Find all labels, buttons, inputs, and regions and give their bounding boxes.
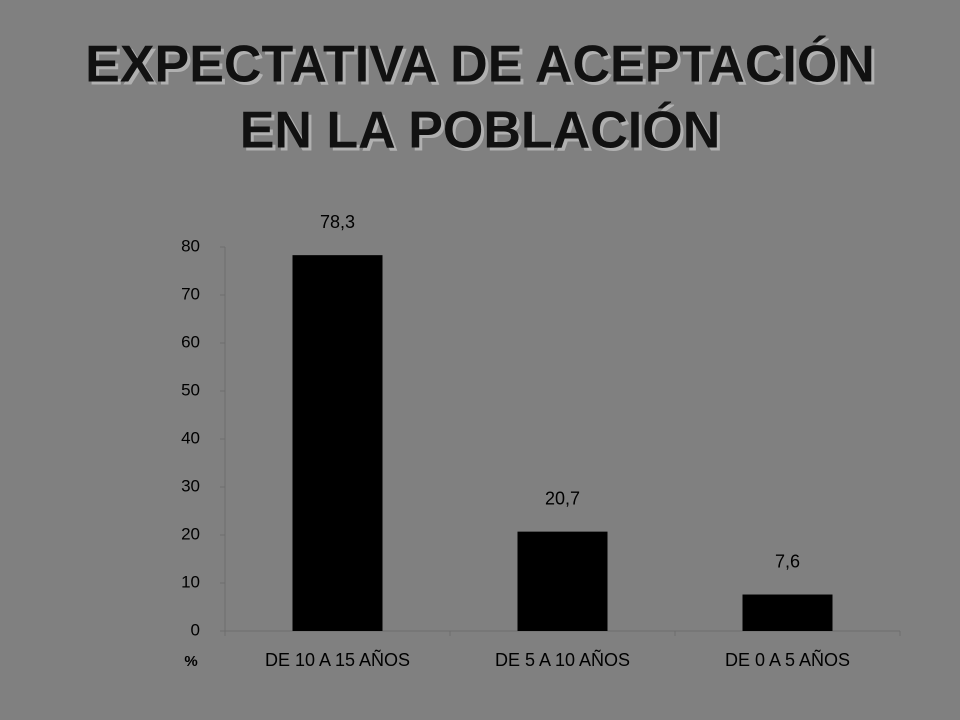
y-tick-label: 60	[181, 332, 200, 351]
x-tick-label: DE 10 A 15 AÑOS	[265, 649, 410, 670]
y-axis-label: %	[184, 653, 197, 670]
value-label: 7,6	[775, 551, 800, 571]
chart-title: EXPECTATIVA DE ACEPTACIÓN	[85, 36, 875, 94]
value-label: 78,3	[320, 212, 355, 232]
bar	[292, 255, 383, 631]
y-tick-label: 50	[181, 380, 200, 399]
x-tick-label: DE 0 A 5 AÑOS	[725, 649, 850, 670]
chart-title: EN LA POBLACIÓN	[240, 102, 721, 160]
bar	[742, 594, 833, 631]
value-label: 20,7	[545, 488, 580, 508]
y-tick-label: 30	[181, 476, 200, 495]
y-tick-label: 40	[181, 428, 200, 447]
x-tick-label: DE 5 A 10 AÑOS	[495, 649, 630, 670]
y-tick-label: 80	[181, 236, 200, 255]
title-shadow: EXPECTATIVA DE ACEPTACIÓN EN LA POBLACIÓ…	[88, 39, 878, 163]
y-tick-label: 70	[181, 284, 200, 303]
chart-title-shadow: EN LA POBLACIÓN	[243, 105, 724, 163]
y-tick-label: 20	[181, 524, 200, 543]
chart-title-shadow: EXPECTATIVA DE ACEPTACIÓN	[88, 39, 878, 97]
bar	[517, 531, 608, 631]
y-tick-label: 10	[181, 572, 200, 591]
y-tick-label: 0	[191, 620, 200, 639]
